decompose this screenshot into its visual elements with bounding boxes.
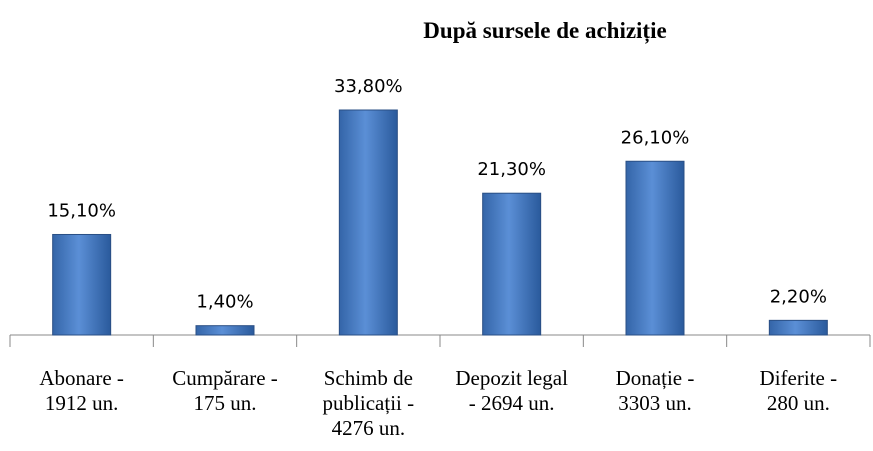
x-tick-label: Abonare - 1912 un. [39, 366, 124, 415]
bar [195, 325, 255, 336]
value-label: 2,20% [770, 286, 827, 307]
x-tick-label: Diferite - 280 un. [759, 366, 838, 415]
bar [52, 233, 112, 336]
x-tick-label: Schimb de publicații - 4276 un. [322, 366, 415, 440]
x-tick-label: Cumpărare - 175 un. [172, 366, 278, 415]
value-label: 33,80% [334, 76, 403, 97]
x-tick-label: Donație - 3303 un. [615, 366, 695, 415]
bar [625, 160, 685, 336]
bar [338, 109, 398, 336]
x-tick-label: Depozit legal - 2694 un. [455, 366, 568, 415]
value-label: 1,40% [196, 292, 253, 313]
value-label: 21,30% [477, 159, 546, 180]
value-label: 26,10% [621, 127, 690, 148]
bar [482, 192, 542, 336]
chart-title: După sursele de achiziție [423, 18, 666, 44]
bar [768, 319, 828, 336]
value-label: 15,10% [47, 200, 116, 221]
